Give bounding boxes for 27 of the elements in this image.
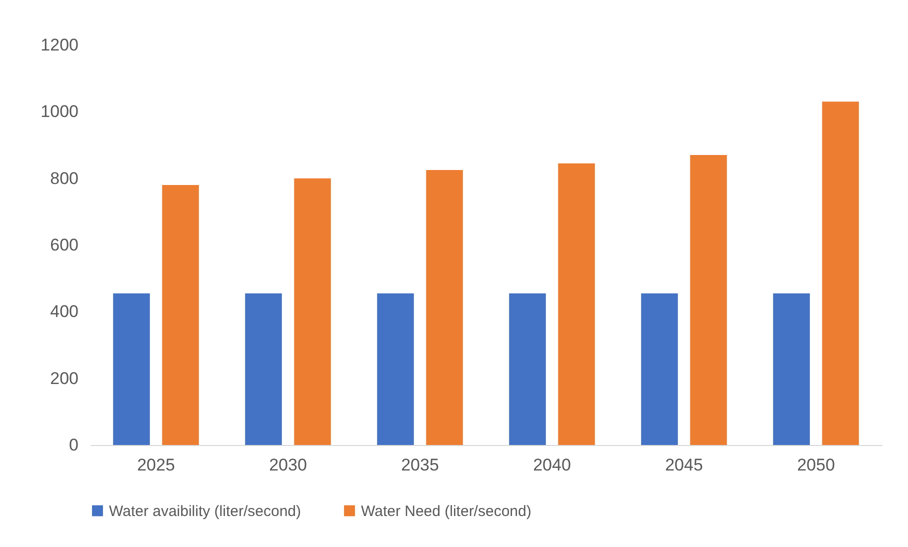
x-tick-label: 2035 — [401, 456, 439, 474]
x-tick-label: 2030 — [269, 456, 307, 474]
bar — [426, 170, 463, 445]
legend-label: Water avaibility (liter/second) — [109, 502, 302, 520]
bar — [822, 102, 859, 445]
bar — [690, 155, 727, 445]
y-tick-label: 1000 — [40, 102, 78, 122]
y-tick-label: 600 — [50, 236, 78, 254]
bar — [509, 293, 546, 445]
y-tick-label: 800 — [50, 168, 78, 188]
bar — [245, 293, 282, 445]
bar — [773, 293, 810, 445]
bar — [113, 293, 150, 445]
bar — [162, 185, 199, 445]
x-tick-label: 2025 — [137, 456, 175, 474]
x-tick-label: 2050 — [797, 456, 835, 474]
y-tick-label: 1200 — [40, 36, 78, 54]
x-tick-label: 2045 — [665, 456, 703, 474]
legend-label: Water Need (liter/second) — [361, 502, 532, 520]
bar — [558, 163, 595, 445]
y-tick-label: 200 — [50, 368, 78, 388]
bar — [294, 178, 331, 445]
y-tick-label: 400 — [50, 302, 78, 322]
bar — [641, 293, 678, 445]
x-tick-label: 2040 — [533, 456, 571, 474]
bar — [377, 293, 414, 445]
y-tick-label: 0 — [69, 436, 78, 454]
